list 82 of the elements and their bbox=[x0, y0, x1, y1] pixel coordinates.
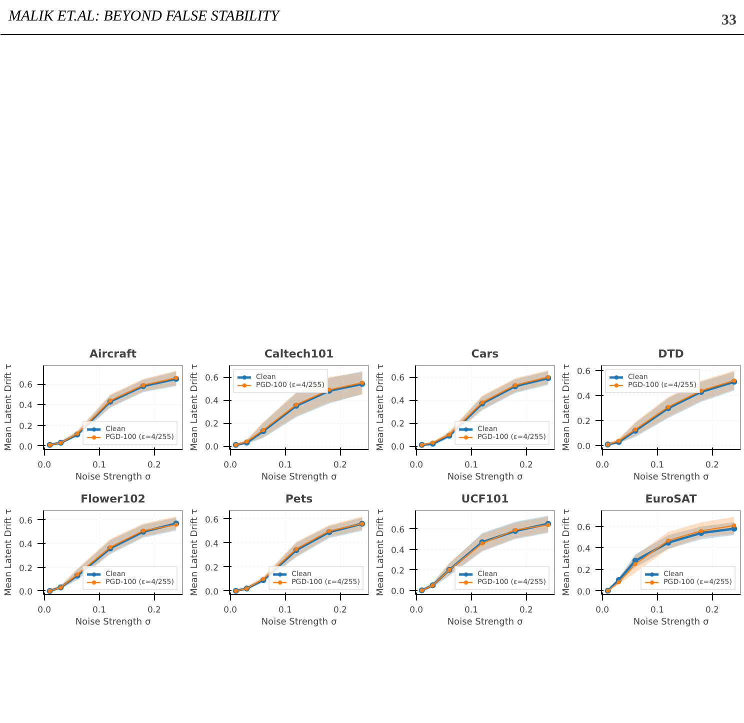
y-tick-label: 0.4 bbox=[18, 401, 33, 412]
x-tick-label: 0.1 bbox=[278, 460, 292, 470]
y-tick-label: 0.4 bbox=[204, 539, 219, 550]
x-tick-label: 0.0 bbox=[410, 460, 424, 470]
x-axis-title: Noise Strength σ bbox=[261, 472, 337, 482]
x-axis-title: Noise Strength σ bbox=[633, 618, 709, 628]
x-tick-label: 0.1 bbox=[650, 460, 664, 470]
y-axis-title: Mean Latent Drift τ bbox=[562, 364, 572, 452]
x-axis-title: Noise Strength σ bbox=[75, 618, 151, 628]
y-tick-label: 0.4 bbox=[576, 392, 591, 402]
x-tick-label: 0.2 bbox=[705, 606, 719, 616]
y-tick-label: 0.0 bbox=[18, 442, 33, 452]
y-axis-title: Mean Latent Drift τ bbox=[4, 508, 14, 596]
y-tick-label: 0.0 bbox=[390, 442, 405, 453]
y-tick-label: 0.0 bbox=[204, 587, 219, 598]
y-axis-title: Mean Latent Drift τ bbox=[376, 508, 386, 596]
y-tick-label: 0.6 bbox=[204, 374, 219, 384]
y-tick-label: 0.6 bbox=[18, 516, 33, 526]
y-tick-label: 0.4 bbox=[576, 544, 591, 554]
chart-title: EuroSAT bbox=[645, 492, 698, 506]
x-tick-label: 0.2 bbox=[333, 606, 347, 616]
x-tick-label: 0.0 bbox=[224, 606, 238, 616]
x-axis-title: Noise Strength σ bbox=[75, 472, 151, 482]
y-tick-label: 0.2 bbox=[390, 566, 405, 576]
x-tick-label: 0.2 bbox=[333, 460, 347, 470]
y-axis-title: Mean Latent Drift τ bbox=[562, 508, 572, 596]
x-axis-title: Noise Strength σ bbox=[633, 472, 709, 482]
chart-title: Cars bbox=[471, 348, 500, 360]
y-tick-label: 0.2 bbox=[576, 417, 591, 428]
y-tick-label: 0.6 bbox=[390, 525, 405, 536]
y-axis-title: Mean Latent Drift τ bbox=[4, 364, 14, 452]
y-axis-title: Mean Latent Drift τ bbox=[376, 364, 386, 452]
y-tick-label: 0.6 bbox=[18, 380, 33, 391]
y-tick-label: 0.0 bbox=[576, 587, 591, 598]
text: 33 bbox=[722, 12, 736, 28]
x-tick-label: 0.0 bbox=[596, 460, 610, 470]
x-tick-label: 0.2 bbox=[147, 460, 161, 470]
y-tick-label: 0.4 bbox=[390, 546, 405, 556]
text: MALIK ET.AL: BEYOND FALSE STABILITY bbox=[8, 8, 281, 24]
chart-title: Aircraft bbox=[89, 348, 137, 360]
chart-title: DTD bbox=[658, 348, 684, 360]
x-tick-label: 0.2 bbox=[519, 606, 533, 616]
y-tick-label: 0.2 bbox=[18, 564, 33, 574]
chart-title: Flower102 bbox=[80, 492, 146, 506]
y-tick-label: 0.6 bbox=[576, 523, 591, 534]
x-tick-label: 0.1 bbox=[464, 460, 478, 470]
x-tick-label: 0.0 bbox=[596, 606, 610, 616]
x-tick-label: 0.1 bbox=[650, 606, 664, 616]
y-tick-label: 0.0 bbox=[390, 586, 405, 597]
y-axis-title: Mean Latent Drift τ bbox=[190, 364, 200, 452]
y-tick-label: 0.2 bbox=[204, 420, 219, 430]
x-tick-label: 0.0 bbox=[224, 460, 238, 470]
x-axis-title: Noise Strength σ bbox=[447, 618, 523, 628]
y-tick-label: 0.4 bbox=[390, 396, 405, 407]
y-tick-label: 0.0 bbox=[576, 442, 591, 452]
y-tick-label: 0.2 bbox=[576, 566, 591, 576]
y-tick-label: 0.4 bbox=[18, 540, 33, 550]
y-tick-label: 0.2 bbox=[18, 422, 33, 432]
x-tick-label: 0.0 bbox=[410, 606, 424, 616]
y-tick-label: 0.4 bbox=[204, 396, 219, 407]
chart-title: UCF101 bbox=[461, 492, 509, 506]
x-tick-label: 0.2 bbox=[147, 606, 161, 616]
x-tick-label: 0.1 bbox=[278, 606, 292, 616]
y-tick-label: 0.6 bbox=[204, 515, 219, 526]
x-axis-title: Noise Strength σ bbox=[447, 472, 523, 482]
y-tick-label: 0.0 bbox=[204, 442, 219, 453]
y-tick-label: 0.2 bbox=[390, 420, 405, 430]
x-tick-label: 0.1 bbox=[92, 606, 106, 616]
x-tick-label: 0.1 bbox=[464, 606, 478, 616]
chart-title: Caltech101 bbox=[264, 348, 334, 360]
x-tick-label: 0.2 bbox=[705, 460, 719, 470]
x-tick-label: 0.0 bbox=[38, 606, 52, 616]
x-tick-label: 0.0 bbox=[38, 460, 52, 470]
x-tick-label: 0.2 bbox=[519, 460, 533, 470]
x-tick-label: 0.1 bbox=[92, 460, 106, 470]
y-tick-label: 0.0 bbox=[18, 587, 33, 598]
y-tick-label: 0.6 bbox=[390, 374, 405, 384]
chart-title: Pets bbox=[285, 492, 314, 506]
y-tick-label: 0.6 bbox=[576, 367, 591, 378]
x-axis-title: Noise Strength σ bbox=[261, 618, 337, 628]
y-axis-title: Mean Latent Drift τ bbox=[190, 508, 200, 596]
y-tick-label: 0.2 bbox=[204, 563, 219, 574]
